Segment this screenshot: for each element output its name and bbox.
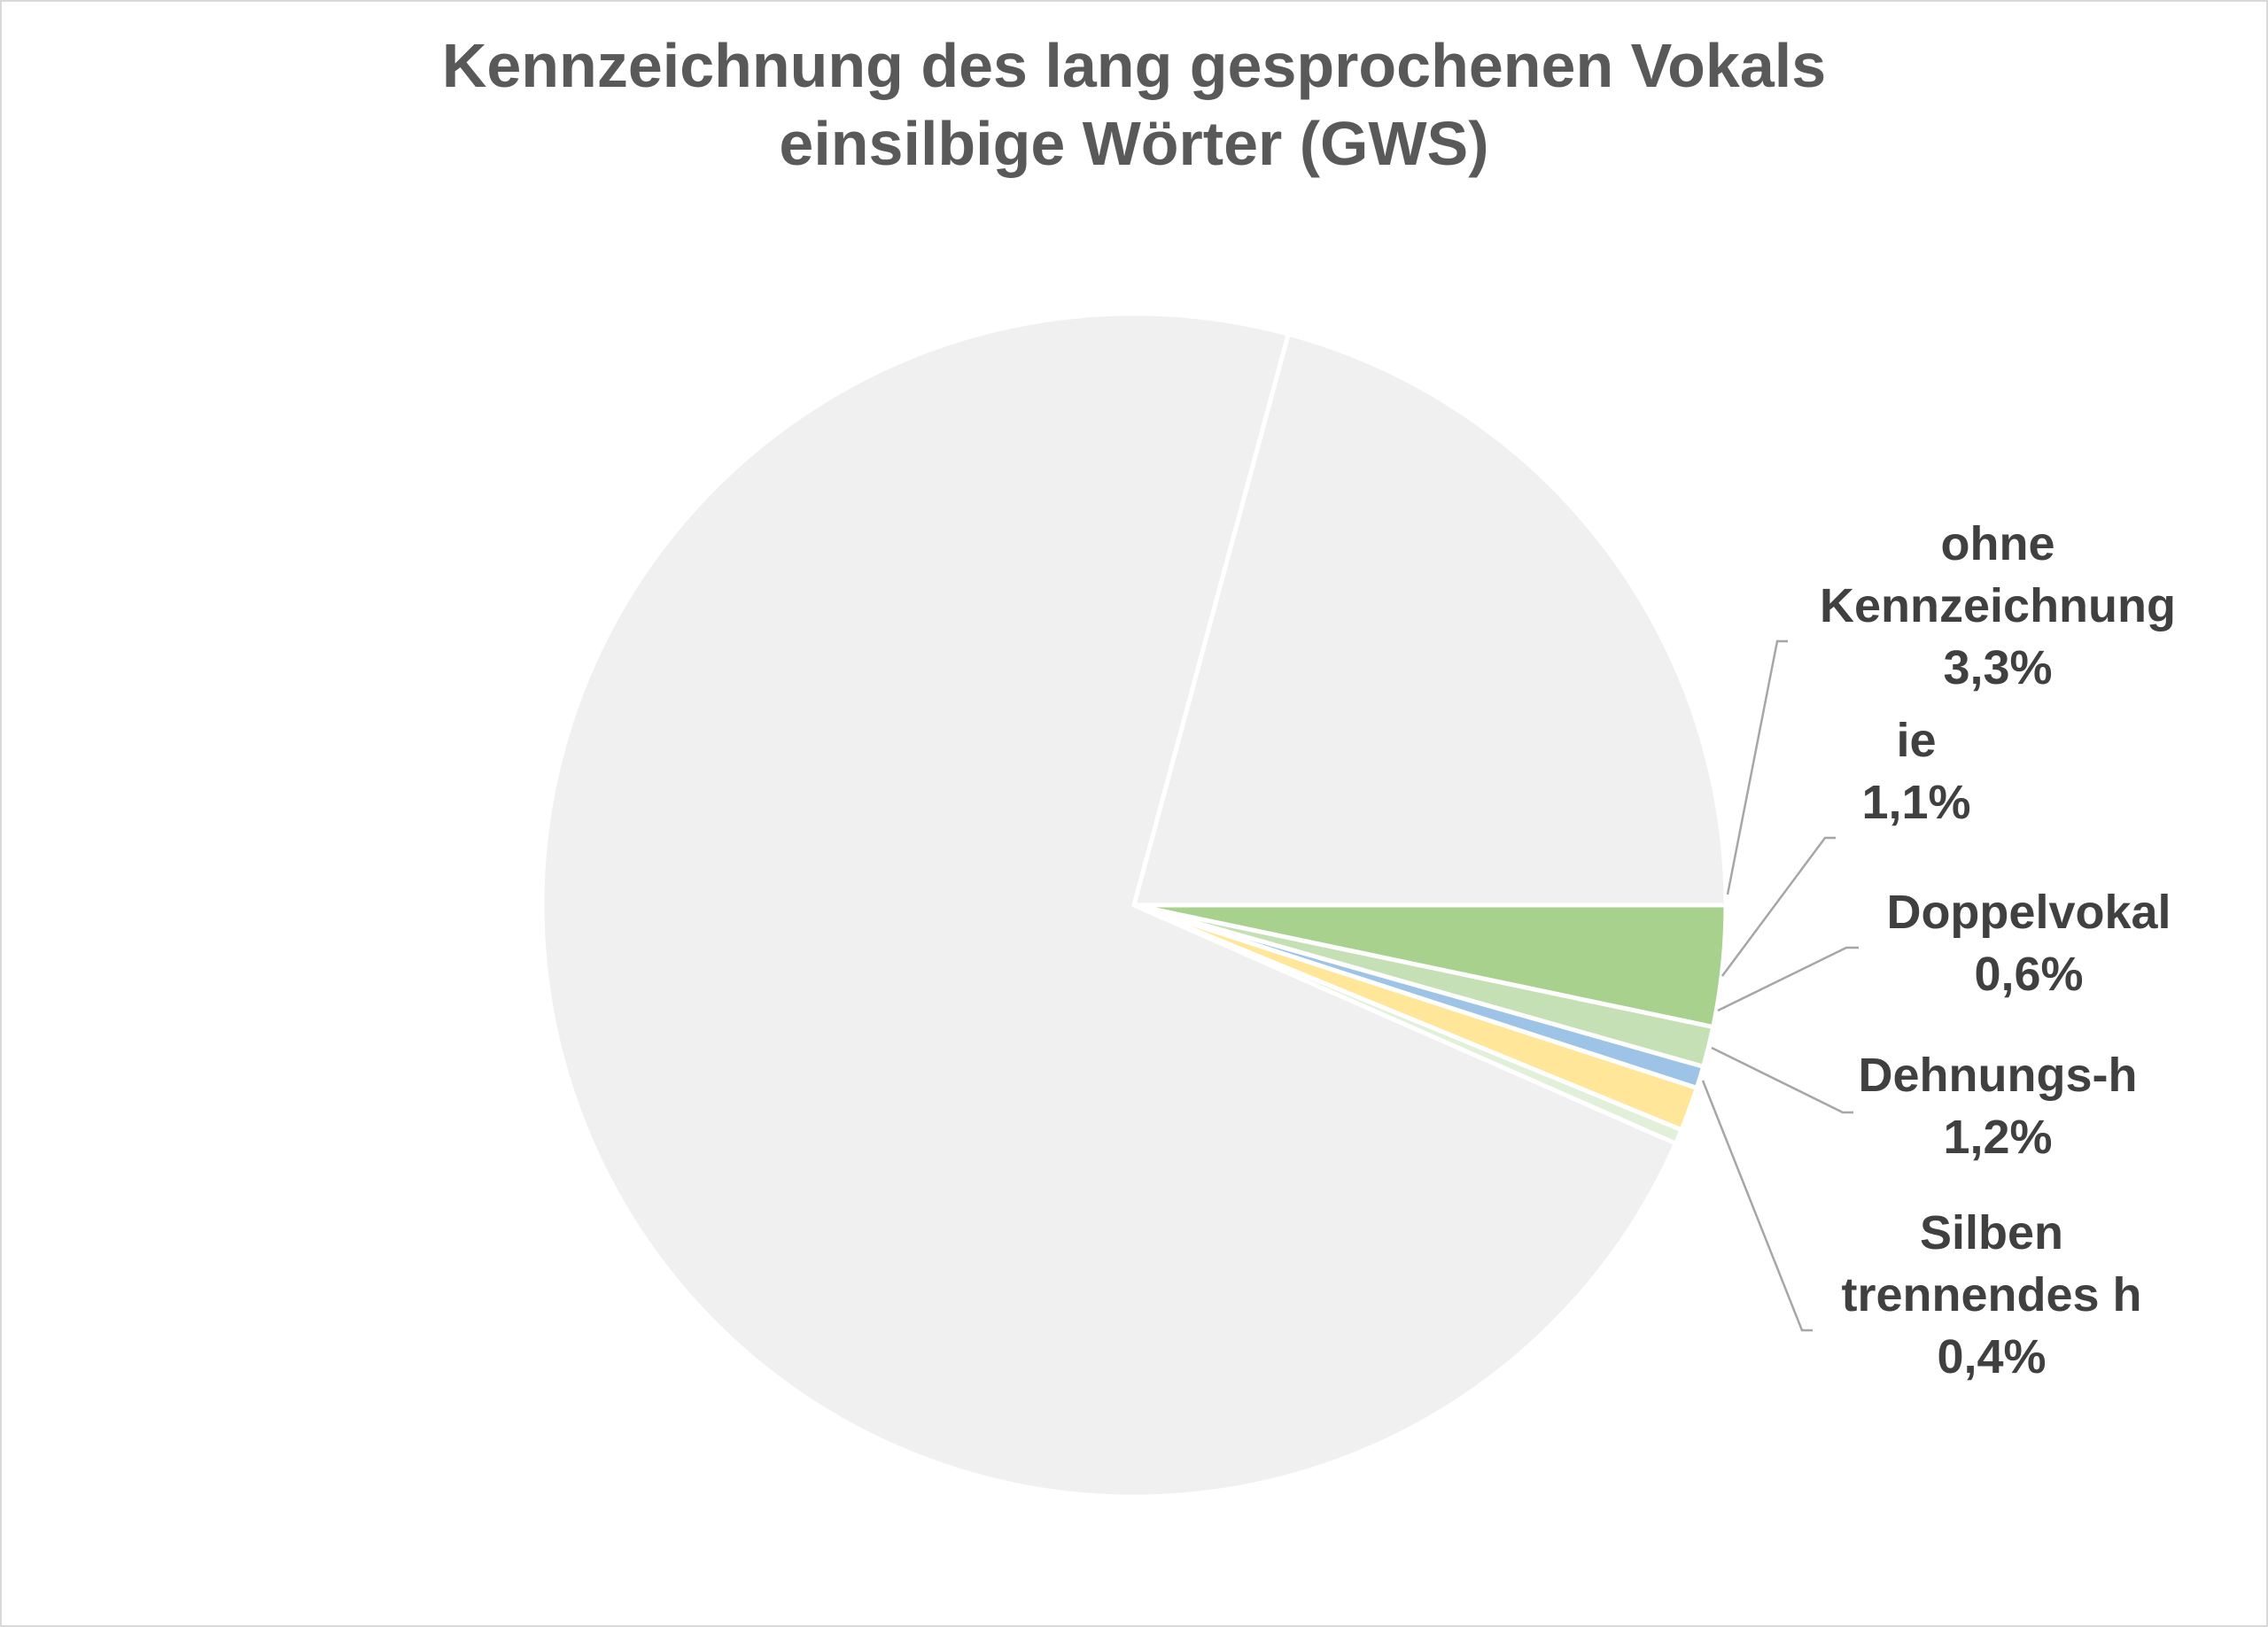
chart-title-line-1: Kennzeichnung des lang gesprochenen Voka… [441, 31, 1827, 100]
data-label-value-1: 1,1% [1861, 776, 1970, 829]
data-label-value-3: 1,2% [1943, 1111, 2052, 1164]
data-label-category-2-0: Doppelvokal [1886, 886, 2171, 939]
leader-line-0 [1726, 639, 1788, 895]
pie-slice-6 [1131, 331, 1728, 908]
data-label-category-4-1: trennendes h [1841, 1268, 2141, 1321]
data-label-category-4-0: Silben [1920, 1206, 2063, 1259]
chart-title-line-2: einsilbige Wörter (GWS) [779, 109, 1489, 178]
data-label-category-0-1: Kennzeichnung [1820, 579, 2176, 632]
data-label-category-0-0: ohne [1941, 517, 2055, 570]
data-label-category-3-0: Dehnungs-h [1859, 1049, 2138, 1102]
leader-line-4 [1701, 1080, 1813, 1332]
leader-line-3 [1711, 1046, 1853, 1114]
data-label-value-2: 0,6% [1974, 948, 2083, 1001]
pie-slice-5 [540, 311, 1678, 1499]
leader-line-1 [1720, 836, 1836, 977]
chart-title: Kennzeichnung des lang gesprochenen Voka… [0, 27, 2268, 182]
leader-lines [1701, 639, 1859, 1332]
data-label-value-0: 3,3% [1943, 641, 2052, 694]
data-label-value-4: 0,4% [1937, 1330, 2046, 1383]
pie-slices [540, 311, 1728, 1499]
data-labels: ohne Kennzeichnung 3,3%ie 1,1% Doppelvokal 0,… [1820, 517, 2176, 1383]
data-label-category-1-0: ie [1896, 714, 1936, 767]
leader-line-2 [1717, 946, 1859, 1012]
